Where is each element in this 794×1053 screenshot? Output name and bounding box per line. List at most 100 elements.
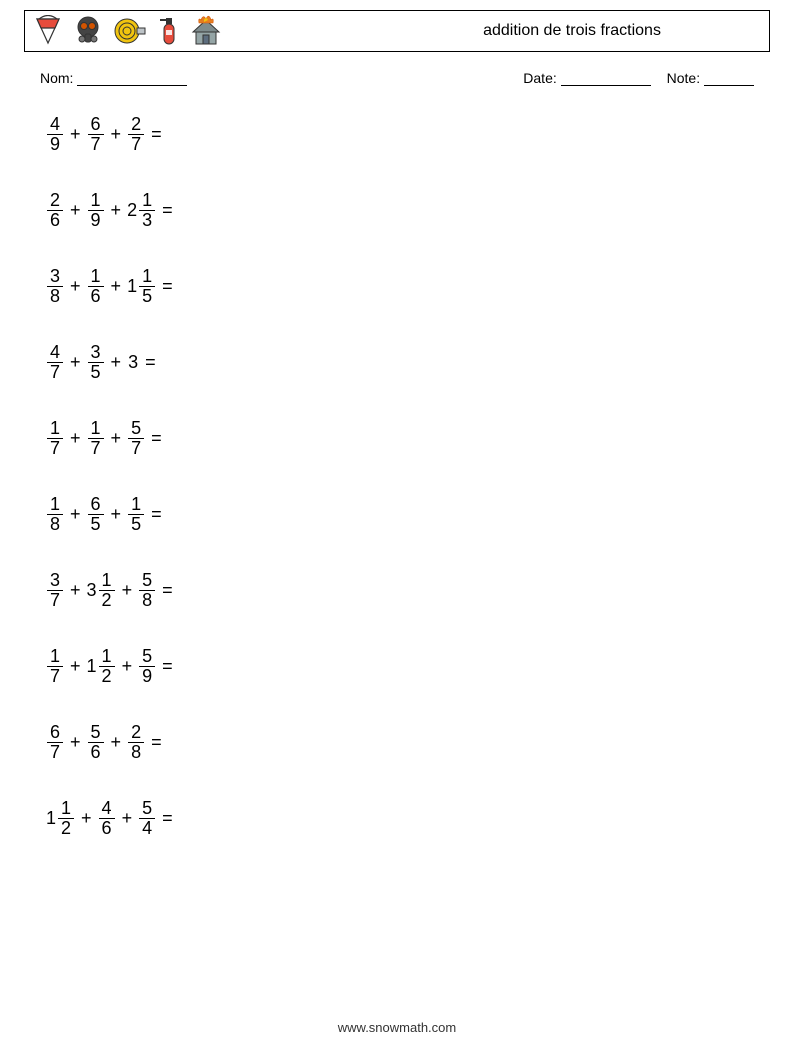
numerator: 1 — [139, 267, 155, 286]
equals-sign: = — [162, 276, 173, 297]
plus-operator: + — [70, 656, 81, 677]
header-bar: addition de trois fractions — [24, 10, 770, 52]
whole-part: 3 — [87, 580, 97, 601]
plus-operator: + — [70, 352, 81, 373]
plus-operator: + — [111, 504, 122, 525]
numerator: 4 — [99, 799, 115, 818]
fraction: 35 — [88, 343, 104, 382]
denominator: 6 — [47, 210, 63, 230]
fraction: 26 — [47, 191, 63, 230]
plus-operator: + — [111, 124, 122, 145]
plus-operator: + — [70, 124, 81, 145]
denominator: 8 — [47, 286, 63, 306]
numerator: 2 — [47, 191, 63, 210]
numerator: 5 — [88, 723, 104, 742]
denominator: 7 — [47, 438, 63, 458]
denominator: 7 — [47, 666, 63, 686]
plus-operator: + — [122, 580, 133, 601]
problem-row: 49 +67 +27 = — [46, 112, 770, 156]
fraction: 56 — [88, 723, 104, 762]
whole-part: 1 — [87, 656, 97, 677]
fraction: 37 — [47, 571, 63, 610]
equals-sign: = — [151, 504, 162, 525]
fraction: 54 — [139, 799, 155, 838]
worksheet-title: addition de trois fractions — [223, 22, 761, 40]
equals-sign: = — [151, 732, 162, 753]
fraction: 38 — [47, 267, 63, 306]
plus-operator: + — [70, 504, 81, 525]
fraction: 28 — [128, 723, 144, 762]
equals-sign: = — [145, 352, 156, 373]
plus-operator: + — [70, 732, 81, 753]
whole-part: 2 — [127, 200, 137, 221]
numerator: 4 — [47, 115, 63, 134]
fraction: 12 — [99, 571, 115, 610]
numerator: 2 — [128, 723, 144, 742]
name-blank[interactable] — [77, 72, 187, 86]
problem-row: 67 +56 +28 = — [46, 720, 770, 764]
date-blank[interactable] — [561, 72, 651, 86]
plus-operator: + — [70, 428, 81, 449]
denominator: 5 — [128, 514, 144, 534]
whole-part: 1 — [127, 276, 137, 297]
icon-strip — [33, 14, 223, 48]
fraction: 17 — [47, 419, 63, 458]
fraction: 59 — [139, 647, 155, 686]
numerator: 1 — [88, 267, 104, 286]
denominator: 8 — [128, 742, 144, 762]
fraction: 18 — [47, 495, 63, 534]
gas-mask-icon — [73, 15, 103, 47]
denominator: 8 — [47, 514, 63, 534]
mixed-number: 213 — [127, 191, 156, 230]
numerator: 6 — [88, 495, 104, 514]
numerator: 5 — [139, 647, 155, 666]
denominator: 7 — [47, 362, 63, 382]
plus-operator: + — [111, 732, 122, 753]
denominator: 3 — [139, 210, 155, 230]
problem-row: 18+65+15= — [46, 492, 770, 536]
denominator: 9 — [88, 210, 104, 230]
numerator: 1 — [47, 419, 63, 438]
denominator: 9 — [47, 134, 63, 154]
equals-sign: = — [151, 124, 162, 145]
note-field: Note: — [667, 70, 754, 86]
denominator: 2 — [99, 666, 115, 686]
problem-row: 38+16+115= — [46, 264, 770, 308]
fraction: 15 — [128, 495, 144, 534]
plus-operator: + — [111, 276, 122, 297]
numerator: 1 — [58, 799, 74, 818]
denominator: 8 — [139, 590, 155, 610]
fraction: 16 — [88, 267, 104, 306]
fire-hose-icon — [113, 15, 147, 47]
fraction: 47 — [47, 343, 63, 382]
denominator: 7 — [47, 742, 63, 762]
integer-term: 3 — [128, 352, 138, 373]
info-row: Nom: Date: Note: — [24, 70, 770, 86]
equals-sign: = — [162, 200, 173, 221]
fraction: 67 — [47, 723, 63, 762]
plus-operator: + — [70, 276, 81, 297]
equals-sign: = — [162, 656, 173, 677]
fraction: 13 — [139, 191, 155, 230]
fraction: 67 — [88, 115, 104, 154]
numerator: 6 — [88, 115, 104, 134]
fraction: 27 — [128, 115, 144, 154]
numerator: 3 — [47, 571, 63, 590]
denominator: 5 — [139, 286, 155, 306]
plus-operator: + — [122, 656, 133, 677]
burning-house-icon — [189, 14, 223, 48]
mixed-number: 312 — [87, 571, 116, 610]
note-label: Note: — [667, 70, 700, 86]
numerator: 1 — [47, 647, 63, 666]
denominator: 5 — [88, 514, 104, 534]
plus-operator: + — [70, 200, 81, 221]
mixed-number: 112 — [87, 647, 116, 686]
numerator: 5 — [139, 799, 155, 818]
plus-operator: + — [111, 200, 122, 221]
equals-sign: = — [162, 808, 173, 829]
denominator: 6 — [99, 818, 115, 838]
numerator: 3 — [47, 267, 63, 286]
denominator: 2 — [99, 590, 115, 610]
numerator: 1 — [128, 495, 144, 514]
note-blank[interactable] — [704, 72, 754, 86]
